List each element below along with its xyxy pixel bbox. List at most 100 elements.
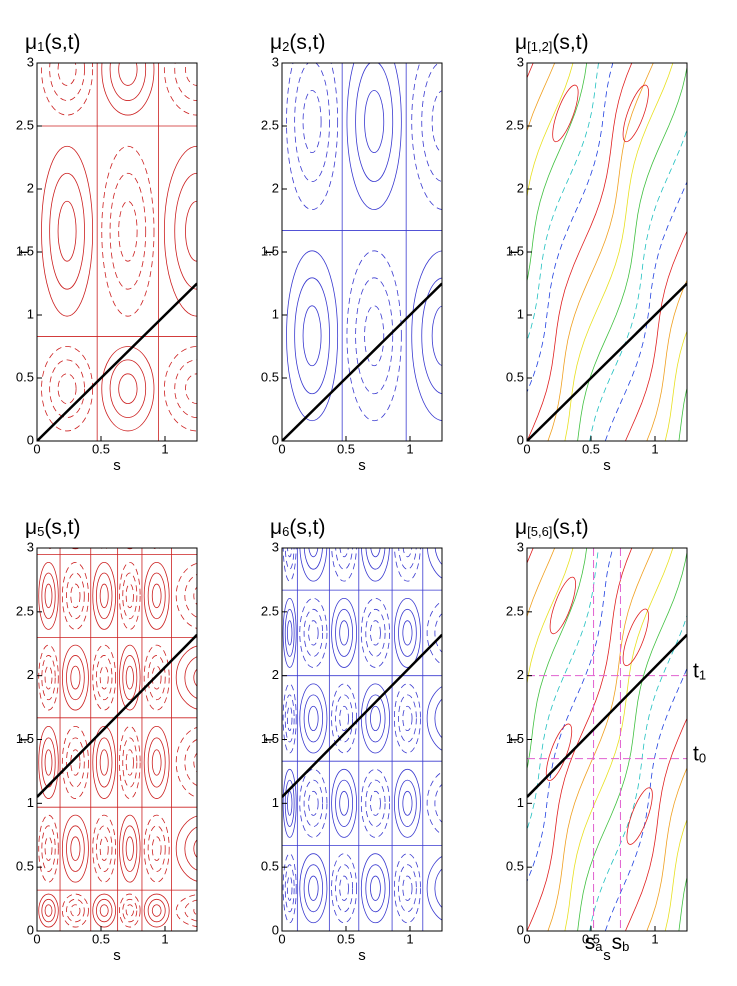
contour-line bbox=[193, 839, 197, 859]
contour-line bbox=[57, 63, 77, 86]
contour-line bbox=[545, 723, 573, 781]
contour-line bbox=[61, 725, 89, 799]
annotation: sa bbox=[585, 931, 604, 955]
contour-line bbox=[370, 620, 381, 646]
y-tick-label: 2 bbox=[27, 667, 34, 682]
contour-line bbox=[646, 766, 687, 931]
y-axis-label: t bbox=[261, 249, 278, 254]
contour-line bbox=[284, 694, 295, 743]
contour-line bbox=[393, 768, 421, 838]
contour-line bbox=[175, 894, 197, 928]
x-tick-label: 1 bbox=[161, 441, 168, 456]
contour-line bbox=[41, 63, 94, 116]
contour-line bbox=[184, 656, 197, 699]
contour-line bbox=[308, 705, 319, 732]
contour-line bbox=[355, 277, 394, 395]
contour-line bbox=[175, 726, 197, 798]
contour-line bbox=[143, 893, 170, 928]
contour-line bbox=[370, 875, 381, 901]
x-axis-label: s bbox=[113, 457, 121, 474]
contour-line bbox=[118, 63, 138, 86]
contour-line bbox=[664, 329, 687, 441]
x-tick-label: 0.5 bbox=[337, 441, 355, 456]
contour-line bbox=[100, 548, 109, 550]
chart-title-base: μ bbox=[270, 31, 282, 54]
contour-line bbox=[527, 63, 599, 342]
chart-title-rest: (s,t) bbox=[44, 31, 80, 54]
contour-line bbox=[393, 853, 421, 924]
x-tick-label: 1 bbox=[406, 441, 413, 456]
annotation-sub: 1 bbox=[699, 668, 706, 683]
contour-line bbox=[335, 608, 354, 657]
contour-line bbox=[294, 277, 330, 395]
contour-line bbox=[527, 548, 599, 831]
contour-line bbox=[126, 517, 133, 533]
chart-title: μ6(s,t) bbox=[270, 516, 326, 540]
contour-line bbox=[527, 548, 574, 687]
contour-line bbox=[402, 548, 413, 558]
annotation-base: t bbox=[693, 742, 699, 765]
contour-line bbox=[346, 63, 402, 210]
contour-line bbox=[402, 875, 413, 901]
contour-line bbox=[163, 63, 197, 116]
x-tick-label: 0.5 bbox=[92, 931, 110, 946]
x-tick-label: 0.5 bbox=[582, 931, 600, 946]
contour-line bbox=[118, 373, 138, 405]
contour-line bbox=[147, 737, 166, 788]
y-tick-label: 2 bbox=[517, 180, 524, 195]
x-tick-label: 1 bbox=[161, 931, 168, 946]
contour-line bbox=[622, 608, 649, 667]
contour-line bbox=[411, 63, 442, 210]
contour-line bbox=[119, 814, 141, 883]
contour-line bbox=[724, 63, 737, 441]
chart-title: μ[5,6](s,t) bbox=[515, 516, 589, 540]
contour-line bbox=[331, 683, 357, 754]
contour-line bbox=[122, 737, 138, 788]
contour-line bbox=[101, 346, 155, 432]
contour-line bbox=[370, 548, 381, 558]
contour-line bbox=[434, 868, 442, 909]
contour-line bbox=[143, 814, 170, 883]
annotation-base: t bbox=[693, 659, 699, 682]
contour-line bbox=[125, 904, 134, 917]
contour-line bbox=[664, 818, 687, 931]
contour-line bbox=[678, 386, 687, 441]
contour-line bbox=[564, 548, 674, 931]
contour-line bbox=[99, 749, 109, 776]
contour-line bbox=[49, 359, 85, 418]
contour-line bbox=[41, 825, 56, 872]
contour-line bbox=[96, 898, 113, 923]
contour-line bbox=[125, 836, 134, 861]
contour-line bbox=[151, 665, 162, 690]
contour-line bbox=[119, 893, 141, 928]
contour-line bbox=[44, 749, 53, 776]
y-tick-label: 2.5 bbox=[261, 117, 279, 132]
y-tick-label: 2.5 bbox=[261, 603, 279, 618]
contour-line bbox=[360, 597, 390, 668]
contour-line bbox=[625, 717, 687, 931]
line bbox=[527, 633, 687, 798]
y-axis-label: t bbox=[506, 249, 523, 254]
contour-line bbox=[335, 548, 353, 570]
x-tick-label: 0.5 bbox=[92, 441, 110, 456]
contour-line bbox=[41, 655, 56, 701]
contour-line bbox=[286, 63, 339, 210]
contour-line bbox=[398, 779, 417, 827]
contour-line bbox=[370, 790, 381, 816]
contour-line bbox=[123, 510, 137, 542]
contours bbox=[282, 548, 442, 931]
contour-line bbox=[122, 655, 138, 701]
contour-line bbox=[185, 510, 222, 542]
y-tick-label: 3 bbox=[27, 54, 34, 69]
contour-line bbox=[151, 836, 162, 861]
contour-line bbox=[44, 904, 53, 917]
contour-line bbox=[646, 279, 687, 441]
annotation: t1 bbox=[693, 659, 706, 683]
contour-line bbox=[294, 63, 330, 183]
contour-line bbox=[365, 548, 386, 570]
contour-line bbox=[92, 561, 117, 630]
plot-area: 0 0.5 1 0 0.5 1 1.5 2 2.5 3 s t bbox=[506, 539, 688, 964]
contour-line bbox=[147, 898, 166, 923]
contour-line bbox=[96, 655, 113, 701]
contour-line bbox=[389, 63, 498, 441]
